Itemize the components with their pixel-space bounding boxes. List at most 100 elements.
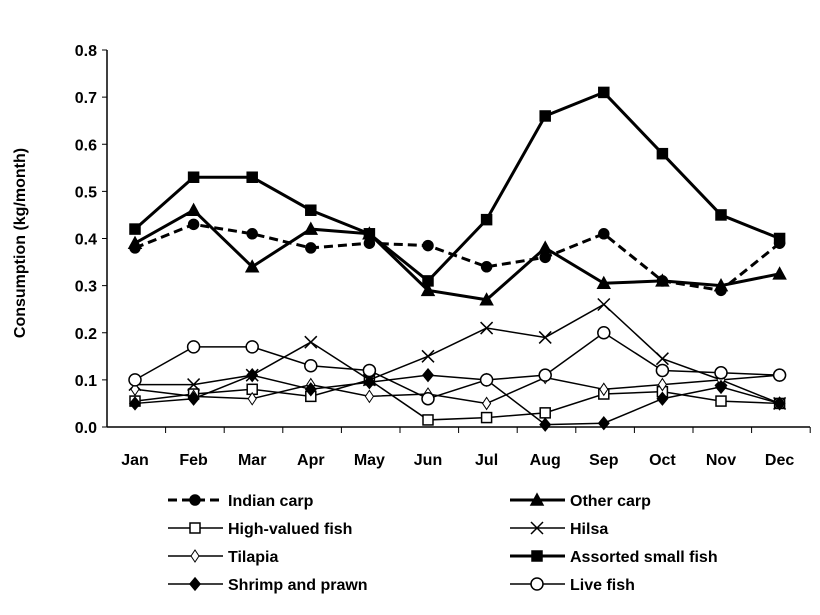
x-tick-label: Mar <box>238 452 266 469</box>
data-point <box>245 340 259 354</box>
data-point <box>304 382 317 397</box>
data-point <box>364 389 375 404</box>
x-tick-label: Jul <box>475 452 498 469</box>
data-point <box>187 391 200 406</box>
y-tick-label: 0.8 <box>75 43 97 60</box>
legend-item: Live fish <box>510 577 635 594</box>
data-point <box>363 237 376 249</box>
data-point <box>421 391 435 406</box>
data-point <box>715 379 727 395</box>
legend-label: Live fish <box>570 577 635 594</box>
data-point <box>480 213 493 226</box>
data-point <box>128 373 142 387</box>
x-tick-label: Sep <box>589 452 619 469</box>
data-point <box>129 223 141 235</box>
series-line <box>134 90 781 283</box>
y-axis-label: Consumption (kg/month) <box>12 148 29 338</box>
data-point <box>657 377 668 392</box>
data-point <box>598 86 610 99</box>
legend-item: Hilsa <box>510 521 608 538</box>
data-point <box>127 235 143 249</box>
data-point <box>246 367 259 383</box>
data-point <box>714 366 728 380</box>
y-tick-label: 0.0 <box>75 420 97 437</box>
data-point <box>363 375 376 390</box>
legend-item: Tilapia <box>168 549 278 566</box>
x-tick-label: Nov <box>706 452 736 469</box>
data-point <box>715 395 727 407</box>
series-line <box>134 374 780 405</box>
data-point <box>480 261 493 273</box>
data-point <box>422 239 434 252</box>
data-point <box>186 202 201 216</box>
data-point <box>481 396 492 411</box>
y-tick-label: 0.5 <box>75 184 97 201</box>
series-line <box>134 331 780 400</box>
data-point <box>303 221 319 235</box>
data-point <box>596 275 612 290</box>
x-tick-label: Apr <box>297 452 325 469</box>
legend-item: Indian carp <box>168 493 314 510</box>
data-point <box>656 147 669 160</box>
data-point <box>599 382 609 397</box>
series-assorted-small-fish <box>129 86 786 287</box>
data-point <box>538 330 552 344</box>
data-point <box>655 363 670 378</box>
data-point <box>479 292 494 306</box>
data-point <box>715 209 727 221</box>
data-point <box>530 521 544 535</box>
data-point <box>598 228 610 240</box>
data-point <box>421 349 435 363</box>
data-point <box>655 352 669 366</box>
data-point <box>597 297 611 312</box>
series-line <box>134 222 781 292</box>
data-point <box>772 368 787 382</box>
data-point <box>189 522 201 534</box>
series-line <box>134 374 780 426</box>
data-point <box>480 411 493 424</box>
data-point <box>713 278 729 292</box>
data-point <box>655 273 670 287</box>
legend-label: Shrimp and prawn <box>228 577 368 594</box>
legend-item: Shrimp and prawn <box>168 576 368 594</box>
data-point <box>480 321 494 335</box>
data-point <box>244 259 260 273</box>
data-point <box>305 204 317 216</box>
data-point <box>187 171 200 183</box>
y-tick-label: 0.6 <box>75 137 97 154</box>
y-tick-label: 0.7 <box>75 90 97 107</box>
x-tick-label: May <box>354 452 385 469</box>
legend-item: High-valued fish <box>168 521 352 538</box>
legend-label: Tilapia <box>228 549 278 566</box>
x-tick-label: Jun <box>414 452 442 469</box>
series-line <box>135 303 780 405</box>
data-point <box>422 275 434 287</box>
data-point <box>656 391 669 406</box>
data-point <box>129 396 141 411</box>
data-point <box>773 232 786 245</box>
data-point <box>538 368 552 382</box>
data-point <box>189 494 201 506</box>
data-point <box>597 326 611 340</box>
legend-label: Assorted small fish <box>570 549 718 566</box>
x-tick-label: Jan <box>121 452 149 469</box>
data-point <box>539 110 551 122</box>
data-point <box>539 417 552 432</box>
data-point <box>187 218 200 231</box>
data-point <box>531 550 543 562</box>
data-point <box>190 549 200 563</box>
data-point <box>539 251 551 264</box>
x-tick-label: Dec <box>765 452 794 469</box>
y-tick-label: 0.1 <box>75 373 97 390</box>
legend-label: Indian carp <box>228 493 314 510</box>
series-shrimp-and-prawn <box>129 367 786 432</box>
data-point <box>529 492 545 506</box>
data-point <box>247 391 257 406</box>
data-point <box>304 335 318 349</box>
data-point <box>479 373 494 387</box>
data-point <box>186 340 201 354</box>
data-point <box>304 358 318 373</box>
series-live-fish <box>128 326 787 406</box>
data-point <box>530 577 544 591</box>
series-line <box>134 379 780 421</box>
